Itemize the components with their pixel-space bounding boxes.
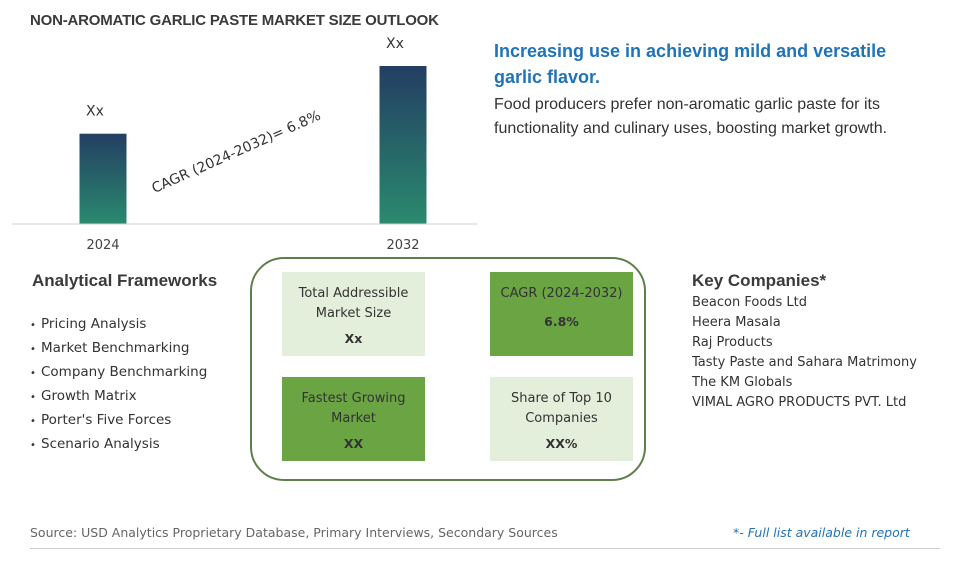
full-list-footnote: *- Full list available in report	[733, 525, 910, 540]
list-item: • Company Benchmarking	[30, 361, 207, 385]
source-note: Source: USD Analytics Proprietary Databa…	[30, 525, 558, 540]
list-item: The KM Globals	[692, 375, 793, 390]
market-size-chart: Xx 2024 Xx 2032 CAGR (2024-2032)= 6.8%	[12, 36, 478, 253]
list-item: Heera Masala	[692, 315, 781, 330]
list-item: Beacon Foods Ltd	[692, 295, 808, 310]
insight-description: Food producers prefer non-aromatic garli…	[494, 96, 888, 137]
list-item: Tasty Paste and Sahara Matrimony	[692, 355, 917, 370]
bar-2024	[79, 133, 127, 224]
cagr-card-label: CAGR (2024-2032)	[500, 286, 623, 301]
metrics-panel	[250, 257, 646, 481]
tam-card-label: Total Addressible Market Size	[298, 286, 409, 321]
tam-card: Total Addressible Market Size Xx	[282, 272, 425, 356]
footer-divider	[30, 548, 940, 549]
fastest-market-card: Fastest Growing Market XX	[282, 377, 425, 461]
list-item: VIMAL AGRO PRODUCTS PVT. Ltd	[692, 395, 907, 410]
bar-value-label: Xx	[386, 36, 404, 52]
cagr-annotation: CAGR (2024-2032)= 6.8%	[149, 108, 323, 197]
bullet-icon: •	[30, 344, 36, 355]
top10-share-card: Share of Top 10 Companies XX%	[490, 377, 633, 461]
list-item: • Porter's Five Forces	[30, 409, 207, 433]
list-item: • Market Benchmarking	[30, 337, 207, 361]
x-tick-label: 2024	[86, 238, 119, 253]
fastest-market-card-label: Fastest Growing Market	[301, 391, 406, 426]
page-title: NON-AROMATIC GARLIC PASTE MARKET SIZE OU…	[30, 12, 439, 29]
top10-share-card-label: Share of Top 10 Companies	[511, 391, 612, 426]
bar-value-label: Xx	[86, 104, 104, 120]
fastest-market-card-value: XX	[343, 436, 364, 451]
list-item: • Growth Matrix	[30, 385, 207, 409]
cagr-card: CAGR (2024-2032) 6.8%	[490, 272, 633, 356]
list-item: • Pricing Analysis	[30, 313, 207, 337]
top10-share-card-value: XX%	[545, 436, 578, 451]
bullet-icon: •	[30, 320, 36, 331]
bullet-icon: •	[30, 392, 36, 403]
cagr-card-value: 6.8%	[544, 314, 579, 329]
bar-2032	[379, 66, 427, 224]
frameworks-heading: Analytical Frameworks	[32, 271, 218, 290]
x-tick-label: 2032	[386, 238, 419, 253]
bullet-icon: •	[30, 440, 36, 451]
key-companies-heading: Key Companies*	[692, 271, 827, 290]
bullet-icon: •	[30, 416, 36, 427]
tam-card-value: Xx	[344, 331, 363, 346]
key-companies-list: Beacon Foods Ltd Heera Masala Raj Produc…	[692, 293, 917, 413]
bullet-icon: •	[30, 368, 36, 379]
frameworks-list: • Pricing Analysis • Market Benchmarking •…	[30, 313, 207, 457]
insight-headline: Increasing use in achieving mild and ver…	[494, 41, 887, 87]
list-item: Raj Products	[692, 335, 773, 350]
list-item: • Scenario Analysis	[30, 433, 207, 457]
